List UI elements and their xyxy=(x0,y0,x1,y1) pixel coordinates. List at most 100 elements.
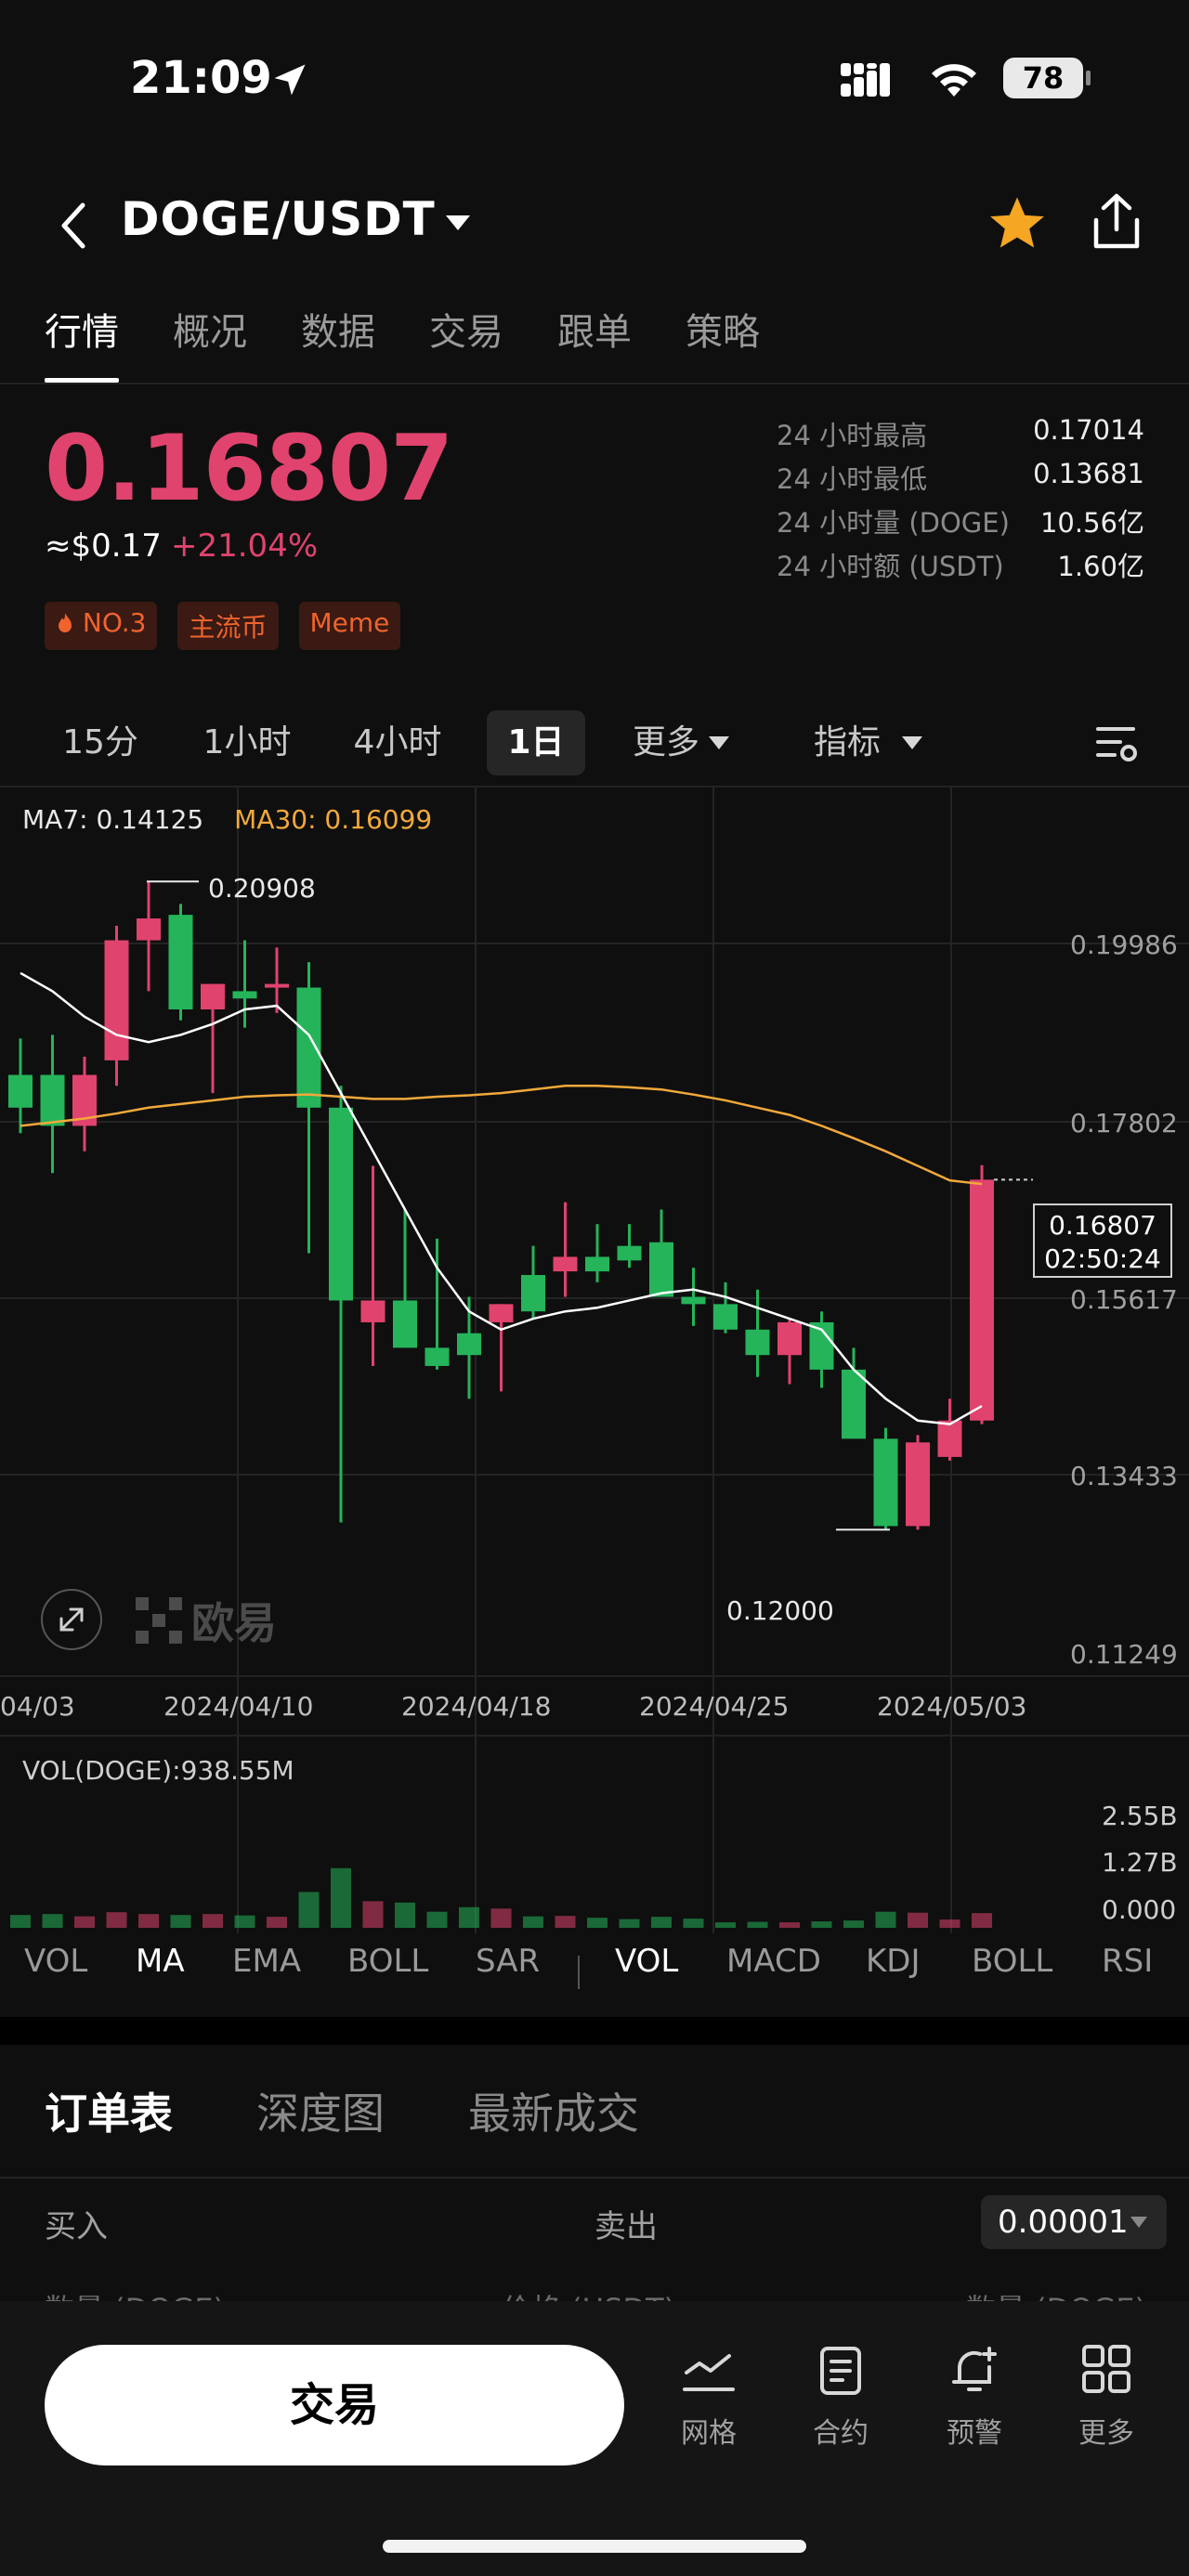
current-price-value: 0.16807 xyxy=(1049,1210,1156,1241)
candle-body xyxy=(649,1242,673,1297)
orderbook-tabs: 订单表 深度图 最新成交 xyxy=(45,2080,639,2141)
volume-bar xyxy=(298,1892,320,1928)
interval-15m[interactable]: 15分 xyxy=(62,723,138,761)
main-indicator-vol[interactable]: VOL xyxy=(24,1943,88,1980)
watermark-text: 欧易 xyxy=(191,1598,277,1648)
main-indicator-ema[interactable]: EMA xyxy=(232,1943,302,1980)
okx-logo-icon xyxy=(136,1597,182,1644)
candle-body xyxy=(329,1107,353,1301)
x-tick-label: 2024/04/18 xyxy=(401,1691,552,1722)
interval-4h[interactable]: 4小时 xyxy=(353,723,442,761)
section-separator xyxy=(0,2017,1189,2045)
more-apps-icon xyxy=(1082,2345,1130,2393)
tab-trade[interactable]: 交易 xyxy=(429,311,503,354)
back-arrow-icon[interactable] xyxy=(51,198,98,254)
stat-value: 0.17014 xyxy=(1033,414,1144,446)
candle-body xyxy=(201,983,225,1009)
candle-body xyxy=(937,1420,962,1457)
candle-body xyxy=(296,987,321,1108)
volume-bar xyxy=(811,1921,832,1928)
sub-indicator-kdj[interactable]: KDJ xyxy=(866,1943,921,1980)
current-price-tag: 0.16807 02:50:24 xyxy=(1033,1203,1172,1278)
contract-icon xyxy=(820,2347,861,2395)
indicator-tabs: VOL MA EMA BOLL SAR VOL MACD KDJ BOLL RS… xyxy=(0,1943,1189,2008)
chevron-down-icon[interactable] xyxy=(1130,2216,1148,2229)
volume-bar xyxy=(331,1867,351,1928)
price-change: +21.04% xyxy=(171,527,319,565)
main-indicator-boll[interactable]: BOLL xyxy=(347,1943,429,1980)
nav-more[interactable]: 更多 xyxy=(1055,2345,1157,2451)
volume-bar xyxy=(715,1922,736,1928)
volume-bar xyxy=(490,1908,512,1928)
share-icon[interactable] xyxy=(1089,192,1144,252)
fire-icon xyxy=(59,613,72,632)
sub-indicator-macd[interactable]: MACD xyxy=(726,1943,821,1980)
candle-body xyxy=(906,1442,930,1527)
location-arrow-icon xyxy=(274,64,306,96)
fullscreen-button[interactable] xyxy=(41,1589,102,1650)
sub-indicator-boll[interactable]: BOLL xyxy=(972,1943,1053,1980)
tab-overview[interactable]: 概况 xyxy=(173,311,247,354)
candle-body xyxy=(681,1296,706,1305)
chart-settings-icon[interactable] xyxy=(1096,723,1139,764)
grid-trading-icon xyxy=(683,2354,735,2391)
stat-label: 24 小时最低 xyxy=(777,463,928,495)
interval-1d[interactable]: 1日 xyxy=(487,710,585,775)
sub-indicator-rsi[interactable]: RSI xyxy=(1102,1943,1154,1980)
volume-bar xyxy=(651,1917,672,1928)
tab-strategy[interactable]: 策略 xyxy=(686,311,760,354)
volume-bar xyxy=(843,1920,864,1928)
vol-tick-label: 1.27B xyxy=(1102,1847,1178,1878)
wifi-icon xyxy=(932,64,976,97)
chevron-down-icon[interactable] xyxy=(444,214,472,232)
candlestick-chart[interactable] xyxy=(0,787,1189,2013)
volume-bar xyxy=(619,1919,640,1928)
volume-bar xyxy=(10,1915,31,1928)
volume-bar xyxy=(426,1911,448,1928)
nav-label: 网格 xyxy=(681,2417,737,2450)
nav-contract[interactable]: 合约 xyxy=(790,2345,892,2451)
volume-bar xyxy=(779,1922,800,1928)
header: DOGE/USDT xyxy=(0,181,1189,265)
candle-body xyxy=(489,1304,514,1322)
main-indicator-ma[interactable]: MA xyxy=(136,1943,185,1980)
candle-body xyxy=(842,1369,866,1439)
y-tick-label: 0.17802 xyxy=(1070,1108,1178,1138)
chevron-down-icon[interactable] xyxy=(708,735,730,750)
intervals-divider xyxy=(0,786,1189,787)
tab-market[interactable]: 行情 xyxy=(45,302,119,385)
tab-latest-trades[interactable]: 最新成交 xyxy=(468,2088,639,2139)
nav-alerts[interactable]: 预警 xyxy=(923,2345,1026,2451)
tab-depth-chart[interactable]: 深度图 xyxy=(256,2088,385,2139)
candle-body xyxy=(104,940,129,1060)
indicator-selector[interactable]: 指标 xyxy=(813,723,881,761)
pair-selector[interactable]: DOGE/USDT xyxy=(121,192,436,246)
interval-more[interactable]: 更多 xyxy=(632,723,699,761)
buy-header: 买入 xyxy=(45,2208,108,2245)
rank-badge[interactable]: NO.3 xyxy=(45,602,158,650)
tab-copy-trading[interactable]: 跟单 xyxy=(557,311,632,354)
alert-bell-icon xyxy=(952,2347,997,2391)
sub-indicator-vol[interactable]: VOL xyxy=(615,1943,679,1980)
tabs-divider xyxy=(0,383,1189,384)
tab-order-book[interactable]: 订单表 xyxy=(45,2088,173,2139)
candle-body xyxy=(8,1074,33,1108)
y-tick-label: 0.13433 xyxy=(1070,1461,1178,1491)
chevron-down-icon[interactable] xyxy=(901,735,923,750)
stat-label: 24 小时额 (USDT) xyxy=(777,551,1004,582)
tab-data[interactable]: 数据 xyxy=(301,311,375,354)
favorite-star-icon[interactable] xyxy=(986,192,1048,254)
nav-grid-trading[interactable]: 网格 xyxy=(658,2345,760,2451)
interval-1h[interactable]: 1小时 xyxy=(203,723,292,761)
volume-bar xyxy=(138,1914,159,1928)
volume-bar xyxy=(555,1916,576,1928)
mainstream-badge[interactable]: 主流币 xyxy=(177,602,279,650)
candle-body xyxy=(457,1333,481,1356)
nav-label: 合约 xyxy=(813,2417,869,2450)
meme-badge[interactable]: Meme xyxy=(298,602,401,650)
trade-button[interactable]: 交易 xyxy=(45,2345,624,2465)
candle-body xyxy=(168,915,193,1009)
main-indicator-sar[interactable]: SAR xyxy=(476,1943,541,1980)
precision-selector[interactable]: 0.00001 xyxy=(981,2195,1167,2249)
volume-bar xyxy=(362,1901,384,1928)
